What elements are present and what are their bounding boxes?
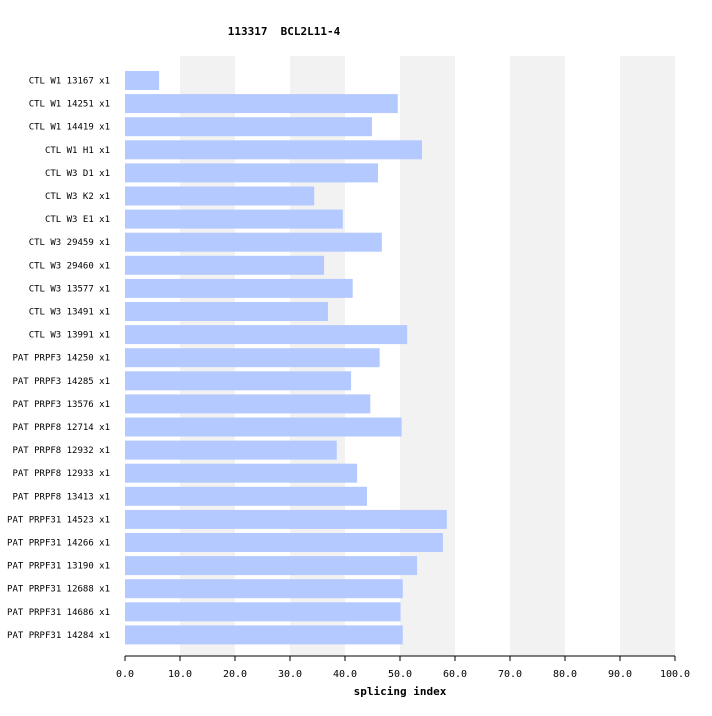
bar [125,533,443,552]
category-label: CTL W3 D1 x1 [45,169,110,179]
category-label: CTL W3 29459 x1 [29,238,110,248]
x-tick-label: 10.0 [168,669,192,680]
bar [125,186,315,206]
x-tick-label: 70.0 [498,669,522,680]
x-tick-label: 20.0 [223,669,247,680]
bar [125,94,398,114]
x-axis: 0.0 10.0 20.0 30.0 40.0 50.0 60.0 70.0 80.0 90.0 1… [116,655,690,680]
bar [125,209,343,229]
category-label: PAT PRPF8 12714 x1 [12,423,110,433]
category-label: PAT PRPF8 12933 x1 [12,469,110,479]
category-label: PAT PRPF31 14284 x1 [7,631,110,641]
category-label: CTL W3 13991 x1 [29,331,110,341]
category-label: PAT PRPF31 14523 x1 [7,515,110,525]
x-tick-label: 90.0 [608,669,632,680]
bar [125,463,358,483]
category-label: CTL W1 14251 x1 [29,100,110,110]
bar [125,602,401,622]
x-tick-label: 40.0 [333,669,357,680]
bar [125,371,352,391]
bar [125,394,371,414]
bar [125,625,403,645]
category-label: PAT PRPF31 12688 x1 [7,585,110,595]
category-label: PAT PRPF8 12932 x1 [12,446,110,456]
category-label: CTL W3 K2 x1 [45,192,110,202]
bar [125,348,380,368]
bar [125,255,325,275]
category-labels: CTL W1 13167 x1 CTL W1 14251 x1 CTL W1 144… [7,77,110,641]
category-label: CTL W3 E1 x1 [45,215,110,225]
bar [125,486,367,506]
category-label: PAT PRPF3 14250 x1 [12,354,110,364]
bar [125,117,372,137]
category-label: PAT PRPF8 13413 x1 [12,492,110,502]
x-tick-label: 80.0 [553,669,577,680]
bar [125,417,402,437]
bar [125,325,408,345]
chart-title: 113317 BCL2L11-4 [228,25,341,38]
category-label: CTL W1 H1 x1 [45,146,110,156]
bar [125,579,403,599]
category-label: CTL W1 14419 x1 [29,123,110,133]
x-tick-label: 0.0 [116,669,134,680]
x-tick-label: 100.0 [660,669,690,680]
bar [125,278,353,298]
band [620,56,675,656]
x-axis-label: splicing index [354,685,447,698]
category-label: CTL W3 29460 x1 [29,261,110,271]
category-label: PAT PRPF31 14266 x1 [7,539,110,549]
category-label: CTL W3 13491 x1 [29,308,110,318]
category-label: CTL W3 13577 x1 [29,284,110,294]
bars [125,71,447,645]
bar [125,232,382,252]
band [510,56,565,656]
bar [125,71,160,90]
bar [125,302,328,321]
category-label: PAT PRPF3 14285 x1 [12,377,110,387]
bar [125,509,447,529]
category-label: PAT PRPF31 13190 x1 [7,562,110,572]
bar [125,163,378,183]
category-label: PAT PRPF31 14686 x1 [7,608,110,618]
x-tick-label: 50.0 [388,669,412,680]
bar [125,140,422,160]
x-tick-label: 30.0 [278,669,302,680]
bar [125,556,418,576]
category-label: PAT PRPF3 13576 x1 [12,400,110,410]
x-tick-label: 60.0 [443,669,467,680]
bar [125,440,337,460]
category-label: CTL W1 13167 x1 [29,77,110,87]
